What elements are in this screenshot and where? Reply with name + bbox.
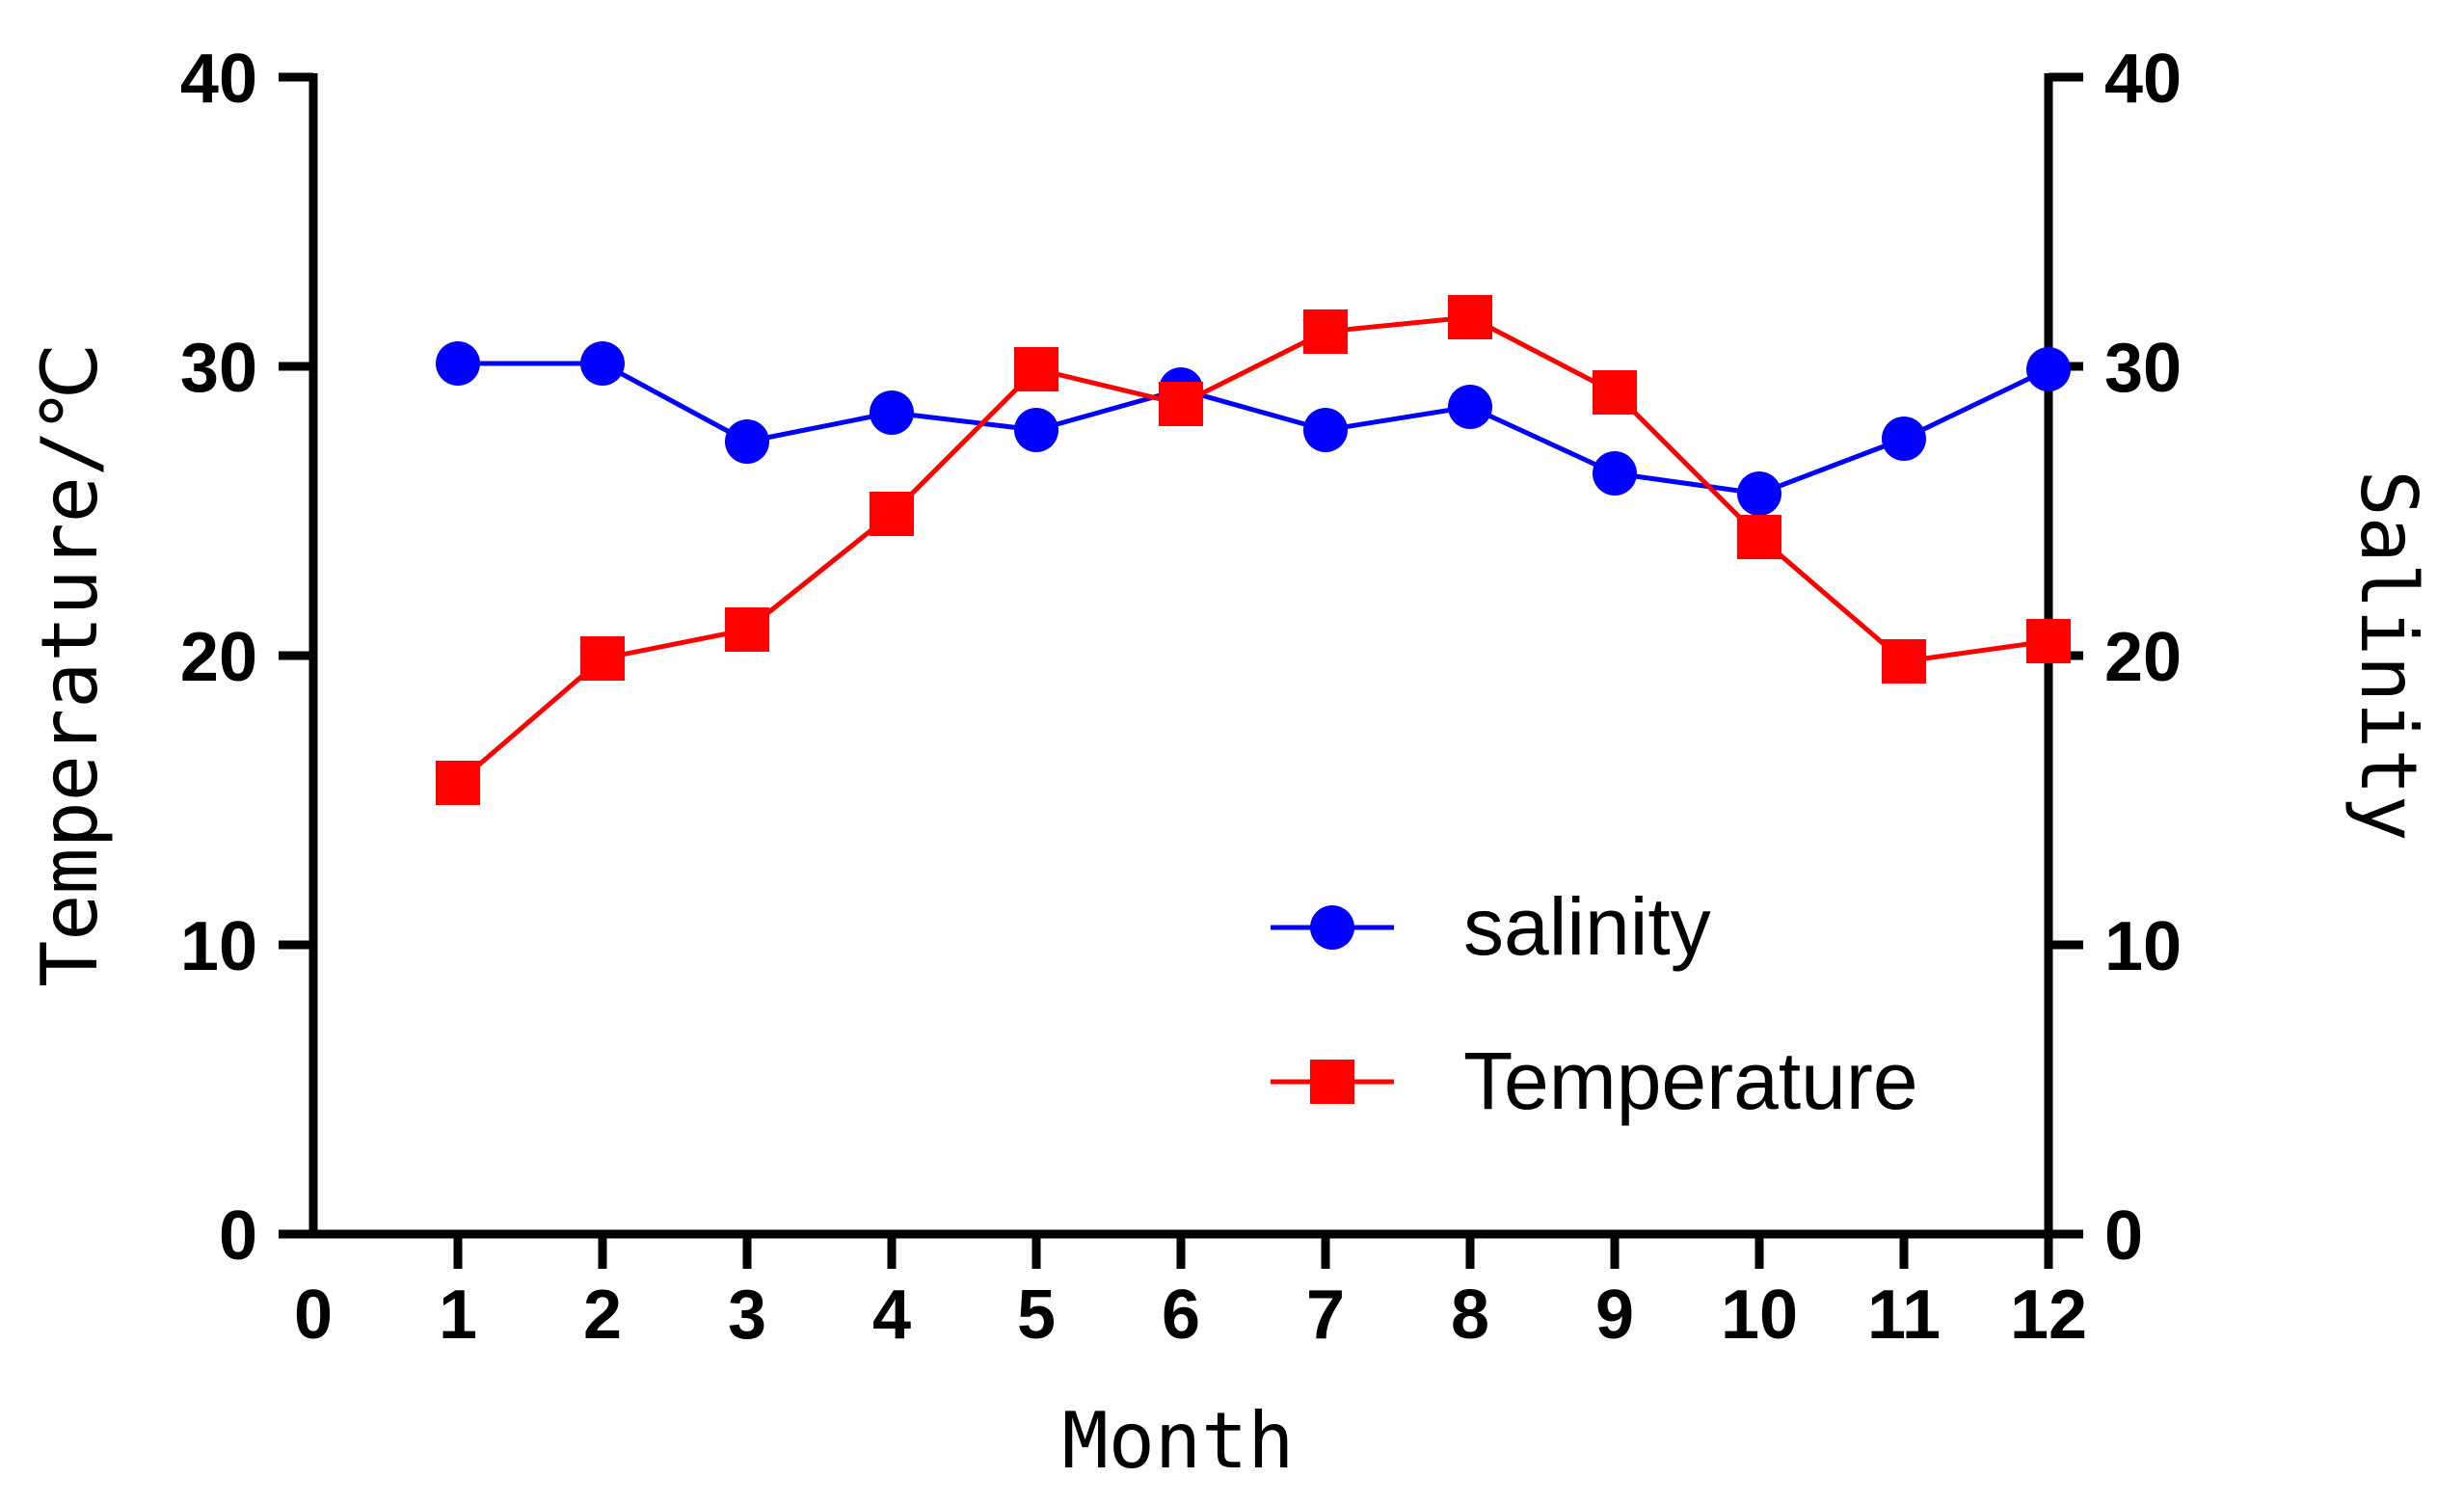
x-tick-label: 12 [2010, 1277, 2087, 1354]
temperature-point [725, 607, 769, 652]
temperature-point [1448, 295, 1492, 339]
x-tick-label: 6 [1162, 1277, 1200, 1354]
x-tick-label: 4 [872, 1277, 911, 1354]
x-tick-label: 7 [1306, 1277, 1345, 1354]
y-left-tick-label: 20 [180, 619, 257, 696]
y-right-tick-label: 20 [2104, 619, 2182, 696]
x-tick-label: 3 [728, 1277, 766, 1354]
temperature-point [580, 636, 625, 681]
y-left-tick-label: 10 [180, 908, 257, 985]
temperature-point [1159, 382, 1203, 426]
salinity-point [1448, 385, 1492, 429]
temperature-line [456, 314, 2049, 785]
temperature-point [436, 761, 480, 805]
salinity-point [1737, 471, 1781, 516]
salinity-point [1593, 451, 1637, 496]
x-tick-label: 2 [583, 1277, 622, 1354]
legend-temperature-label: Temperature [1463, 1035, 1918, 1126]
salinity-point [436, 341, 480, 386]
x-tick-label: 10 [1721, 1277, 1798, 1354]
temperature-point [1593, 370, 1637, 415]
y-left-tick-label: 0 [219, 1197, 257, 1275]
salinity-point [1882, 417, 1926, 461]
temperature-point [1014, 347, 1058, 391]
salinity-point [1014, 408, 1058, 452]
x-tick-label: 0 [294, 1277, 333, 1354]
x-tick-label: 5 [1017, 1277, 1056, 1354]
y-left-tick-label: 40 [180, 40, 257, 118]
legend-temperature-marker [1310, 1060, 1354, 1104]
y-right-tick-label: 40 [2104, 40, 2182, 118]
legend-salinity-marker [1310, 905, 1354, 950]
legend: salinity Temperature [1271, 881, 1918, 1126]
x-axis-title: Month [1062, 1396, 1295, 1486]
y-right-tick-label: 10 [2104, 908, 2182, 985]
salinity-point [2026, 347, 2071, 391]
y-left-tick-label: 30 [180, 330, 257, 407]
x-tick-label: 9 [1595, 1277, 1634, 1354]
y-right-tick-label: 30 [2104, 330, 2182, 407]
temperature-point [1882, 639, 1926, 684]
salinity-point [870, 390, 914, 435]
series-layer [436, 295, 2071, 805]
y-right-tick-label: 0 [2104, 1197, 2143, 1275]
temperature-point [1303, 309, 1348, 354]
salinity-line [458, 361, 2050, 497]
y-axis-right-title: Salinity [2343, 470, 2433, 841]
salinity-point [1303, 408, 1348, 452]
x-tick-label: 11 [1867, 1277, 1941, 1354]
temperature-point [870, 492, 914, 536]
x-tick-label: 1 [439, 1277, 477, 1354]
temperature-point [2026, 619, 2071, 663]
y-axis-left-title: Temperature/℃ [25, 343, 115, 987]
x-tick-label: 8 [1451, 1277, 1489, 1354]
salinity-point [580, 341, 625, 386]
legend-salinity-label: salinity [1463, 881, 1711, 972]
temperature-point [1737, 515, 1781, 559]
salinity-point [725, 419, 769, 464]
